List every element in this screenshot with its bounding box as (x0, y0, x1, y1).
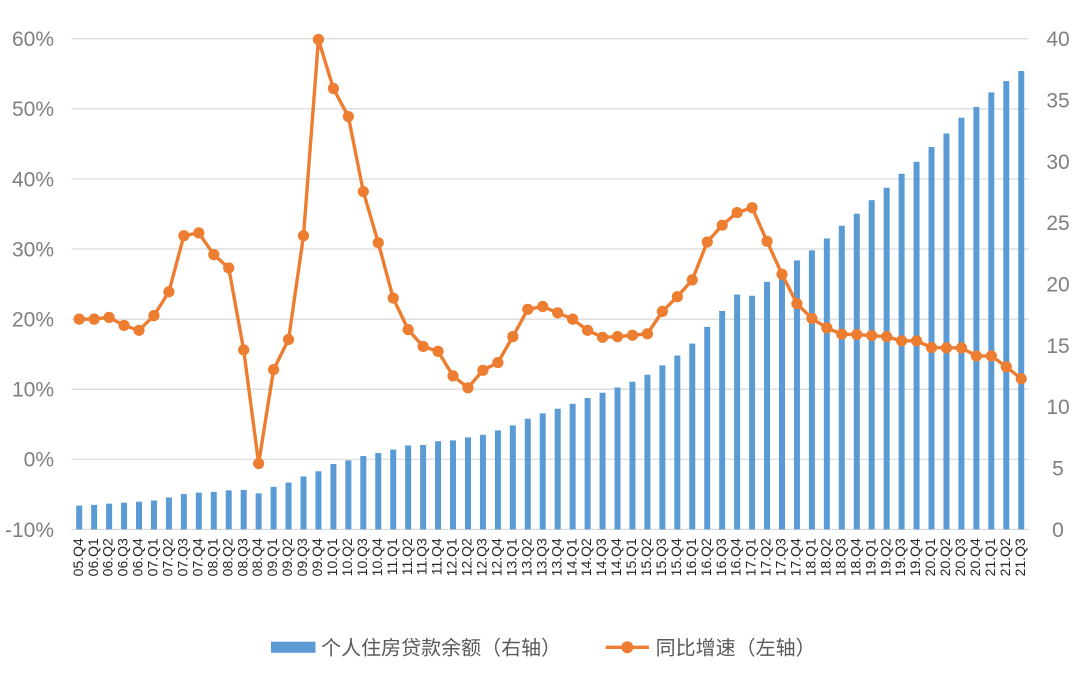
svg-text:-10%: -10% (5, 519, 54, 542)
svg-text:10%: 10% (12, 379, 54, 402)
svg-text:07.Q1: 07.Q1 (145, 538, 161, 576)
svg-text:06.Q1: 06.Q1 (85, 538, 101, 576)
svg-text:16.Q3: 16.Q3 (713, 538, 729, 576)
svg-text:17.Q3: 17.Q3 (773, 538, 789, 576)
svg-text:12.Q4: 12.Q4 (488, 538, 504, 576)
svg-text:20%: 20% (12, 309, 54, 332)
svg-text:15.Q3: 15.Q3 (653, 538, 669, 576)
svg-text:07.Q2: 07.Q2 (160, 538, 176, 576)
svg-text:15.Q2: 15.Q2 (638, 538, 654, 576)
svg-text:25: 25 (1046, 212, 1069, 235)
svg-text:08.Q2: 08.Q2 (219, 538, 235, 576)
svg-text:09.Q4: 09.Q4 (309, 538, 325, 576)
svg-text:09.Q2: 09.Q2 (279, 538, 295, 576)
svg-text:35: 35 (1046, 89, 1069, 112)
svg-text:20.Q3: 20.Q3 (952, 538, 968, 576)
svg-text:11.Q1: 11.Q1 (384, 538, 400, 575)
svg-text:10.Q1: 10.Q1 (324, 538, 340, 576)
svg-text:05.Q4: 05.Q4 (70, 538, 86, 576)
svg-text:21.Q3: 21.Q3 (1012, 538, 1028, 576)
svg-text:60%: 60% (12, 28, 54, 51)
svg-text:17.Q4: 17.Q4 (788, 538, 804, 576)
svg-text:07.Q4: 07.Q4 (189, 538, 205, 576)
svg-text:14.Q4: 14.Q4 (608, 538, 624, 576)
svg-text:20: 20 (1046, 273, 1069, 296)
svg-text:14.Q2: 14.Q2 (578, 538, 594, 576)
svg-text:13.Q1: 13.Q1 (503, 538, 519, 576)
svg-text:13.Q4: 13.Q4 (548, 538, 564, 576)
svg-text:18.Q2: 18.Q2 (817, 538, 833, 576)
svg-text:12.Q2: 12.Q2 (459, 538, 475, 576)
svg-text:20.Q4: 20.Q4 (967, 538, 983, 576)
svg-text:11.Q3: 11.Q3 (414, 538, 430, 575)
svg-text:18.Q4: 18.Q4 (847, 538, 863, 576)
svg-text:50%: 50% (12, 98, 54, 121)
svg-text:11.Q2: 11.Q2 (399, 538, 415, 575)
svg-text:13.Q3: 13.Q3 (533, 538, 549, 576)
svg-text:13.Q2: 13.Q2 (518, 538, 534, 576)
svg-text:09.Q1: 09.Q1 (264, 538, 280, 576)
svg-text:14.Q3: 14.Q3 (593, 538, 609, 576)
svg-text:06.Q4: 06.Q4 (130, 538, 146, 576)
svg-text:12.Q1: 12.Q1 (444, 538, 460, 576)
svg-text:16.Q2: 16.Q2 (698, 538, 714, 576)
svg-text:19.Q4: 19.Q4 (907, 538, 923, 576)
svg-text:0%: 0% (24, 449, 54, 472)
svg-text:08.Q4: 08.Q4 (249, 538, 265, 576)
svg-text:16.Q4: 16.Q4 (728, 538, 744, 576)
svg-text:10.Q2: 10.Q2 (339, 538, 355, 576)
svg-text:18.Q1: 18.Q1 (803, 538, 819, 576)
svg-text:19.Q1: 19.Q1 (862, 538, 878, 576)
svg-text:0: 0 (1052, 519, 1064, 542)
svg-text:07.Q3: 07.Q3 (174, 538, 190, 576)
svg-text:15.Q4: 15.Q4 (668, 538, 684, 576)
svg-text:5: 5 (1052, 457, 1064, 480)
svg-text:21.Q2: 21.Q2 (997, 538, 1013, 576)
svg-text:17.Q1: 17.Q1 (743, 538, 759, 576)
svg-text:06.Q3: 06.Q3 (115, 538, 131, 576)
svg-text:10.Q4: 10.Q4 (369, 538, 385, 576)
svg-text:08.Q1: 08.Q1 (204, 538, 220, 576)
svg-text:20.Q1: 20.Q1 (922, 538, 938, 576)
svg-text:19.Q3: 19.Q3 (892, 538, 908, 576)
svg-text:10.Q3: 10.Q3 (354, 538, 370, 576)
svg-text:30: 30 (1046, 151, 1069, 174)
svg-text:12.Q3: 12.Q3 (474, 538, 490, 576)
svg-text:19.Q2: 19.Q2 (877, 538, 893, 576)
svg-text:15.Q1: 15.Q1 (623, 538, 639, 576)
svg-text:14.Q1: 14.Q1 (563, 538, 579, 576)
svg-text:10: 10 (1046, 396, 1069, 419)
svg-text:21.Q1: 21.Q1 (982, 538, 998, 576)
svg-text:15: 15 (1046, 335, 1069, 358)
svg-text:17.Q2: 17.Q2 (758, 538, 774, 576)
svg-text:11.Q4: 11.Q4 (429, 538, 445, 575)
svg-text:16.Q1: 16.Q1 (683, 538, 699, 576)
svg-text:40: 40 (1046, 28, 1069, 51)
svg-text:08.Q3: 08.Q3 (234, 538, 250, 576)
svg-text:09.Q3: 09.Q3 (294, 538, 310, 576)
svg-text:30%: 30% (12, 238, 54, 261)
svg-text:18.Q3: 18.Q3 (832, 538, 848, 576)
svg-text:06.Q2: 06.Q2 (100, 538, 116, 576)
svg-text:20.Q2: 20.Q2 (937, 538, 953, 576)
svg-text:40%: 40% (12, 168, 54, 191)
